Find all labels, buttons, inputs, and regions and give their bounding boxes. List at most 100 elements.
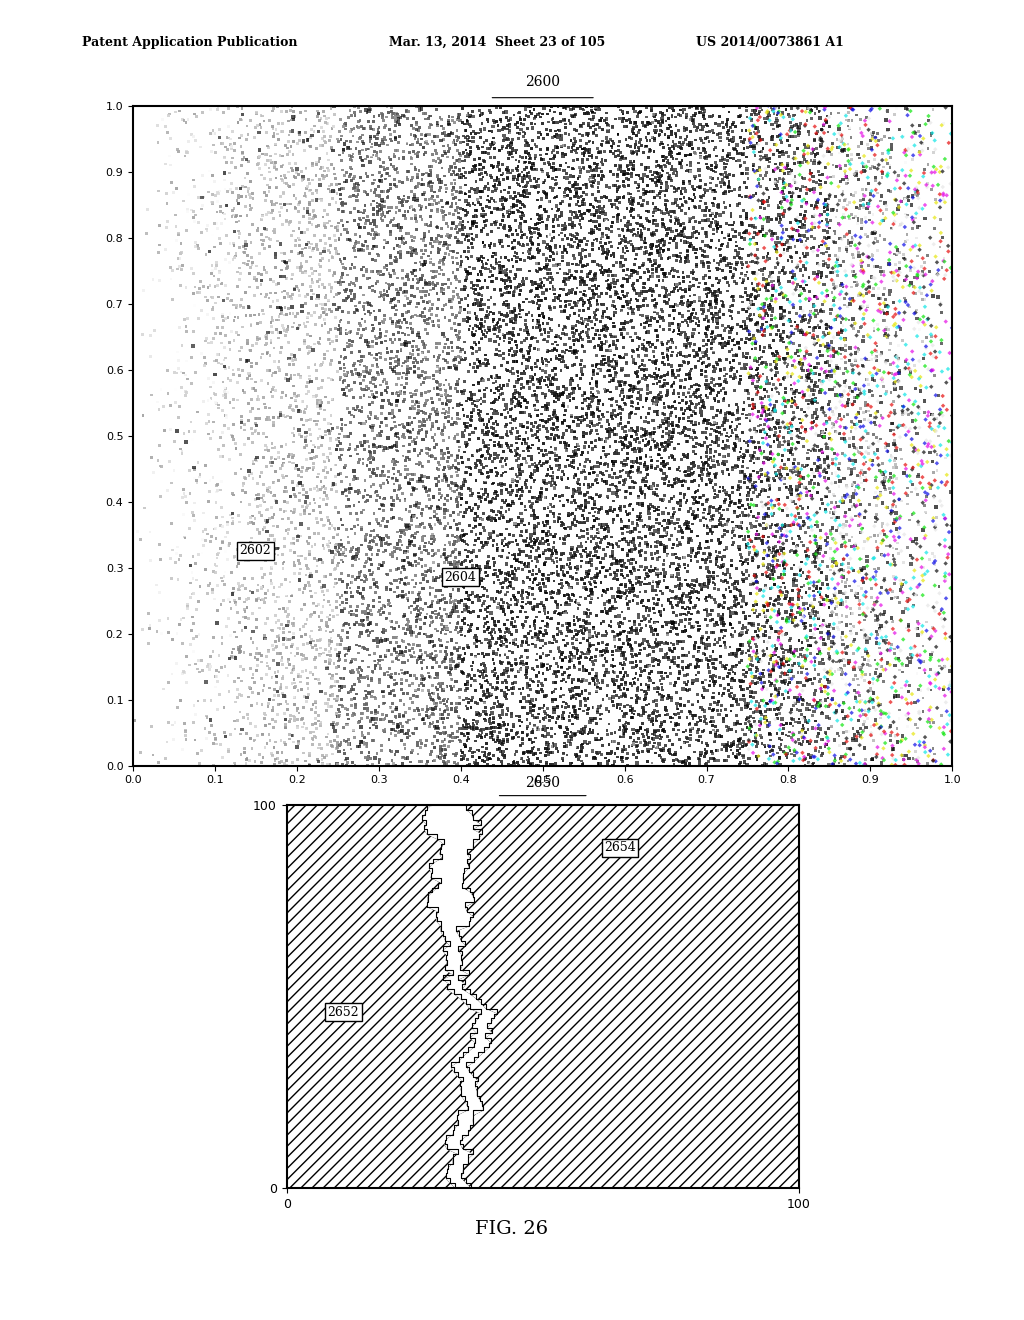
Point bbox=[859, 529, 876, 550]
Point bbox=[807, 195, 823, 216]
Point bbox=[693, 187, 710, 209]
Point bbox=[232, 296, 249, 317]
Point bbox=[859, 550, 876, 572]
Point bbox=[540, 723, 556, 744]
Point bbox=[583, 420, 599, 441]
Point bbox=[513, 341, 529, 362]
Point bbox=[771, 603, 787, 624]
Point bbox=[401, 473, 418, 494]
Point bbox=[270, 407, 287, 428]
Point bbox=[775, 539, 792, 560]
Point bbox=[688, 120, 705, 141]
Point bbox=[529, 574, 546, 595]
Point bbox=[893, 491, 909, 512]
Point bbox=[758, 371, 774, 392]
Point bbox=[847, 686, 863, 708]
Point bbox=[362, 128, 379, 149]
Point bbox=[311, 169, 328, 190]
Point bbox=[869, 587, 886, 609]
Point bbox=[529, 238, 546, 259]
Point bbox=[609, 186, 626, 207]
Point bbox=[498, 568, 514, 589]
Point bbox=[298, 100, 314, 121]
Point bbox=[422, 713, 438, 734]
Point bbox=[470, 498, 486, 519]
Point bbox=[804, 139, 820, 160]
Point bbox=[184, 335, 201, 356]
Point bbox=[817, 111, 834, 132]
Point bbox=[436, 566, 453, 587]
Point bbox=[164, 714, 180, 735]
Point bbox=[903, 693, 920, 714]
Point bbox=[749, 234, 765, 255]
Point bbox=[288, 458, 304, 479]
Point bbox=[373, 659, 389, 680]
Point bbox=[528, 755, 545, 776]
Point bbox=[434, 610, 451, 631]
Point bbox=[683, 428, 699, 449]
Point bbox=[699, 490, 716, 511]
Point bbox=[567, 711, 584, 733]
Point bbox=[499, 128, 515, 149]
Point bbox=[833, 319, 849, 341]
Point bbox=[602, 335, 618, 356]
Point bbox=[829, 616, 846, 638]
Point bbox=[481, 595, 498, 616]
Point bbox=[213, 354, 229, 375]
Point bbox=[689, 177, 706, 198]
Point bbox=[863, 586, 880, 607]
Point bbox=[197, 347, 213, 368]
Point bbox=[445, 502, 462, 523]
Point bbox=[556, 708, 572, 729]
Point bbox=[594, 602, 610, 623]
Point bbox=[368, 128, 384, 149]
Point bbox=[383, 508, 399, 529]
Point bbox=[468, 631, 484, 652]
Point bbox=[329, 284, 345, 305]
Point bbox=[763, 267, 779, 288]
Point bbox=[703, 372, 720, 393]
Point bbox=[584, 568, 600, 589]
Point bbox=[384, 210, 400, 231]
Point bbox=[820, 494, 837, 515]
Point bbox=[812, 346, 828, 367]
Point bbox=[634, 747, 650, 768]
Point bbox=[612, 158, 629, 180]
Point bbox=[206, 265, 222, 286]
Point bbox=[469, 702, 485, 723]
Point bbox=[459, 748, 475, 770]
Point bbox=[916, 726, 933, 747]
Point bbox=[280, 319, 296, 341]
Point bbox=[357, 99, 374, 120]
Point bbox=[291, 564, 307, 585]
Point bbox=[361, 99, 378, 120]
Point bbox=[482, 147, 499, 168]
Point bbox=[504, 568, 520, 589]
Point bbox=[480, 249, 497, 271]
Point bbox=[566, 507, 583, 528]
Point bbox=[656, 265, 673, 286]
Point bbox=[939, 399, 955, 420]
Point bbox=[179, 368, 196, 389]
Point bbox=[480, 672, 497, 693]
Point bbox=[343, 342, 359, 363]
Point bbox=[495, 741, 511, 762]
Point bbox=[631, 603, 647, 624]
Point bbox=[810, 609, 826, 630]
Point bbox=[885, 494, 901, 515]
Point bbox=[205, 135, 221, 156]
Point bbox=[303, 430, 319, 451]
Point bbox=[855, 216, 871, 238]
Point bbox=[583, 260, 599, 281]
Point bbox=[507, 594, 523, 615]
Point bbox=[601, 444, 617, 465]
Point bbox=[268, 586, 285, 607]
Point bbox=[460, 755, 476, 776]
Point bbox=[891, 488, 907, 510]
Point bbox=[829, 137, 846, 158]
Point bbox=[253, 644, 269, 665]
Point bbox=[922, 711, 938, 733]
Point bbox=[896, 359, 912, 380]
Point bbox=[709, 565, 725, 586]
Point bbox=[764, 739, 780, 760]
